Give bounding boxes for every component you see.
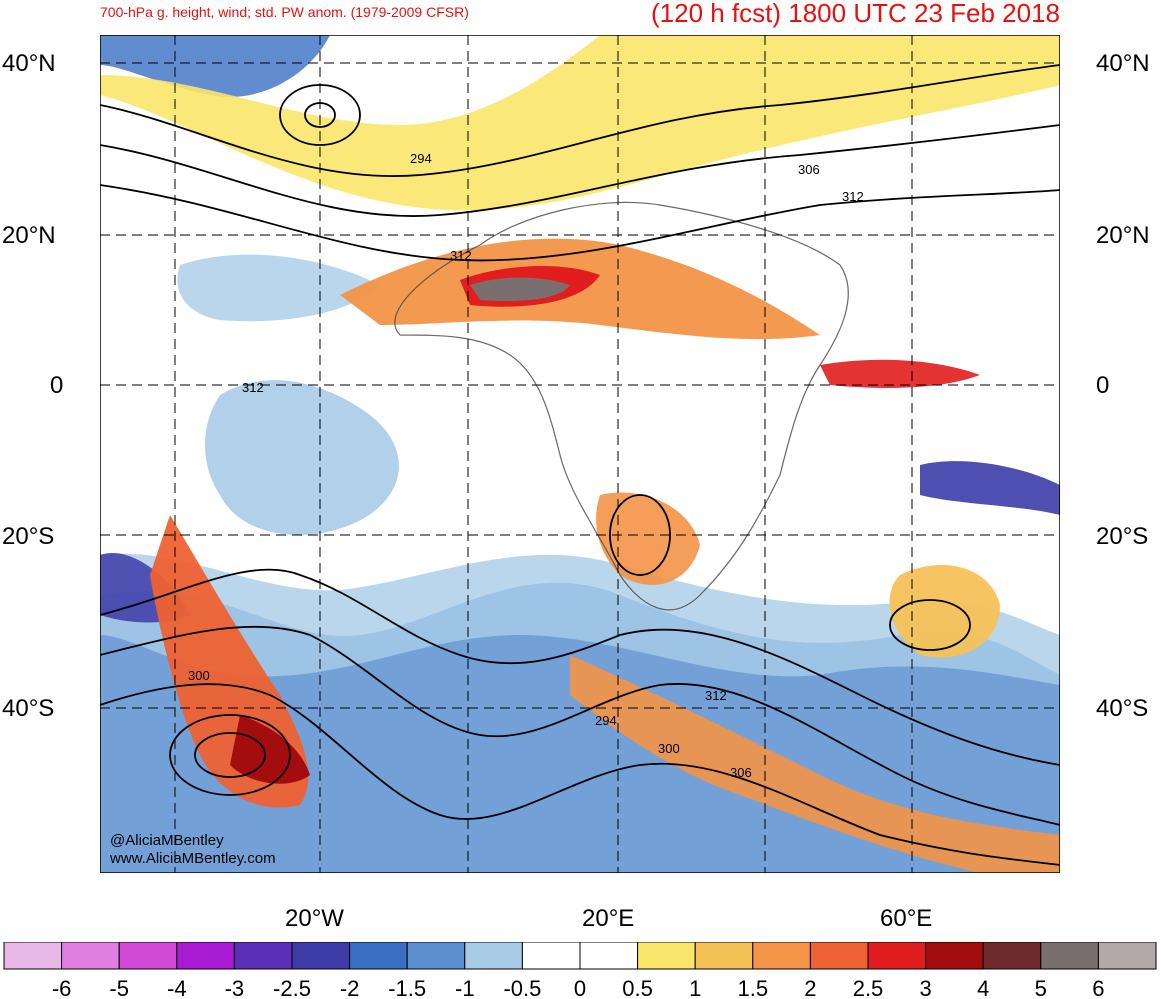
colorbar-label: 0.5 [622,976,653,999]
pw-anomaly-negative-northwest [100,35,330,97]
colorbar-swatch [291,942,351,970]
lon-label: 60°E [880,905,933,932]
colorbar-swatch [982,942,1042,970]
lat-label-right: 40°S [1096,695,1149,722]
colorbar-label: 1 [689,976,701,999]
colorbar-label: 3 [919,976,931,999]
colorbar-swatch [406,942,466,970]
africa-outline [394,201,849,611]
colorbar-swatch [1040,942,1099,970]
colorbar-swatch [521,942,581,970]
colorbar-swatch [752,942,811,970]
contour-label: 306 [730,765,752,780]
lat-label-left: 40°S [2,695,55,722]
pw-anomaly-positive-southwest-core [230,715,310,784]
colorbar-label: 6 [1092,976,1104,999]
colorbar-label: 1.5 [738,976,769,999]
colorbar-swatch [176,942,235,970]
contour-label: 306 [798,162,820,177]
colorbar-swatch [637,942,696,970]
lat-label-left: 40°N [2,50,56,77]
map-title: (120 h fcst) 1800 UTC 23 Feb 2018 [650,0,1060,28]
colorbar-swatch [61,942,120,970]
contour-label: 294 [410,151,432,166]
pw-anomaly-positive-equator-east [820,359,980,388]
contour-label: 312 [450,248,472,263]
pw-anomaly-positive-south-band [570,655,1060,873]
lat-label-right: 20°S [1096,523,1149,550]
lat-label-right: 40°N [1096,50,1150,77]
lat-label-left: 0 [50,372,64,399]
colorbar-swatch [118,942,178,970]
contour-label: 312 [242,380,264,395]
colorbar-swatch [694,942,754,970]
contour-label: 312 [842,189,864,204]
colorbar-swatch [867,942,927,970]
colorbar-label: -2 [340,976,360,999]
colorbar-label: 2.5 [853,976,884,999]
colorbar-swatch [579,942,639,970]
credit-website: www.AliciaMBentley.com [110,850,276,867]
colorbar-label: 4 [977,976,989,999]
colorbar: -6 -5 -4 -3 -2.5 -2 -1.5 -1 -0.5 0 0.5 1 1.5 2 2.5 3 4 5 6 [3,942,1157,999]
colorbar-label: -1 [455,976,475,999]
pw-anomaly-positive-north [100,35,1060,211]
colorbar-label: -0.5 [503,976,541,999]
height-contours [100,64,1060,866]
graticule [100,35,1060,873]
colorbar-swatch [1097,942,1157,970]
lat-label-left: 20°N [2,222,56,249]
credit-handle: @AliciaMBentley [110,832,224,849]
colorbar-label: -5 [109,976,129,999]
pw-anomaly-negative-indian [920,461,1060,515]
colorbar-swatch [925,942,984,970]
colorbar-swatch [809,942,869,970]
pw-anomaly-positive-east [889,565,1000,658]
colorbar-label: 5 [1035,976,1047,999]
colorbar-label: -3 [225,976,245,999]
colorbar-swatch [349,942,408,970]
contour-label: 300 [188,668,210,683]
colorbar-swatch [233,942,293,970]
colorbar-label: 0 [574,976,586,999]
pw-anomaly-negative-atlantic [205,380,399,535]
colorbar-label: -2.5 [273,976,311,999]
lat-label-right: 20°N [1096,222,1150,249]
contour-labels: 294 306 312 312 312 300 312 294 300 306 [188,151,864,780]
colorbar-swatch [464,942,523,970]
lon-label: 20°E [582,905,635,932]
lat-label-left: 20°S [2,523,55,550]
lon-label: 20°W [285,905,344,932]
map-subtitle: 700-hPa g. height, wind; std. PW anom. (… [100,4,469,20]
colorbar-swatch [3,942,63,970]
contour-label: 300 [658,741,680,756]
colorbar-label: -6 [52,976,72,999]
colorbar-label: -1.5 [388,976,426,999]
lat-label-right: 0 [1096,372,1110,399]
pw-anomaly-positive-southern-africa [596,492,700,585]
weather-map: 294 306 312 312 312 300 312 294 300 306 [100,35,1060,873]
pw-anomaly-negative-westafrica-sea [177,254,380,322]
colorbar-label: -4 [167,976,187,999]
contour-label: 294 [595,713,617,728]
colorbar-label: 2 [804,976,816,999]
pw-anomaly-positive-sahel-max [470,277,570,302]
contour-label: 312 [705,688,727,703]
